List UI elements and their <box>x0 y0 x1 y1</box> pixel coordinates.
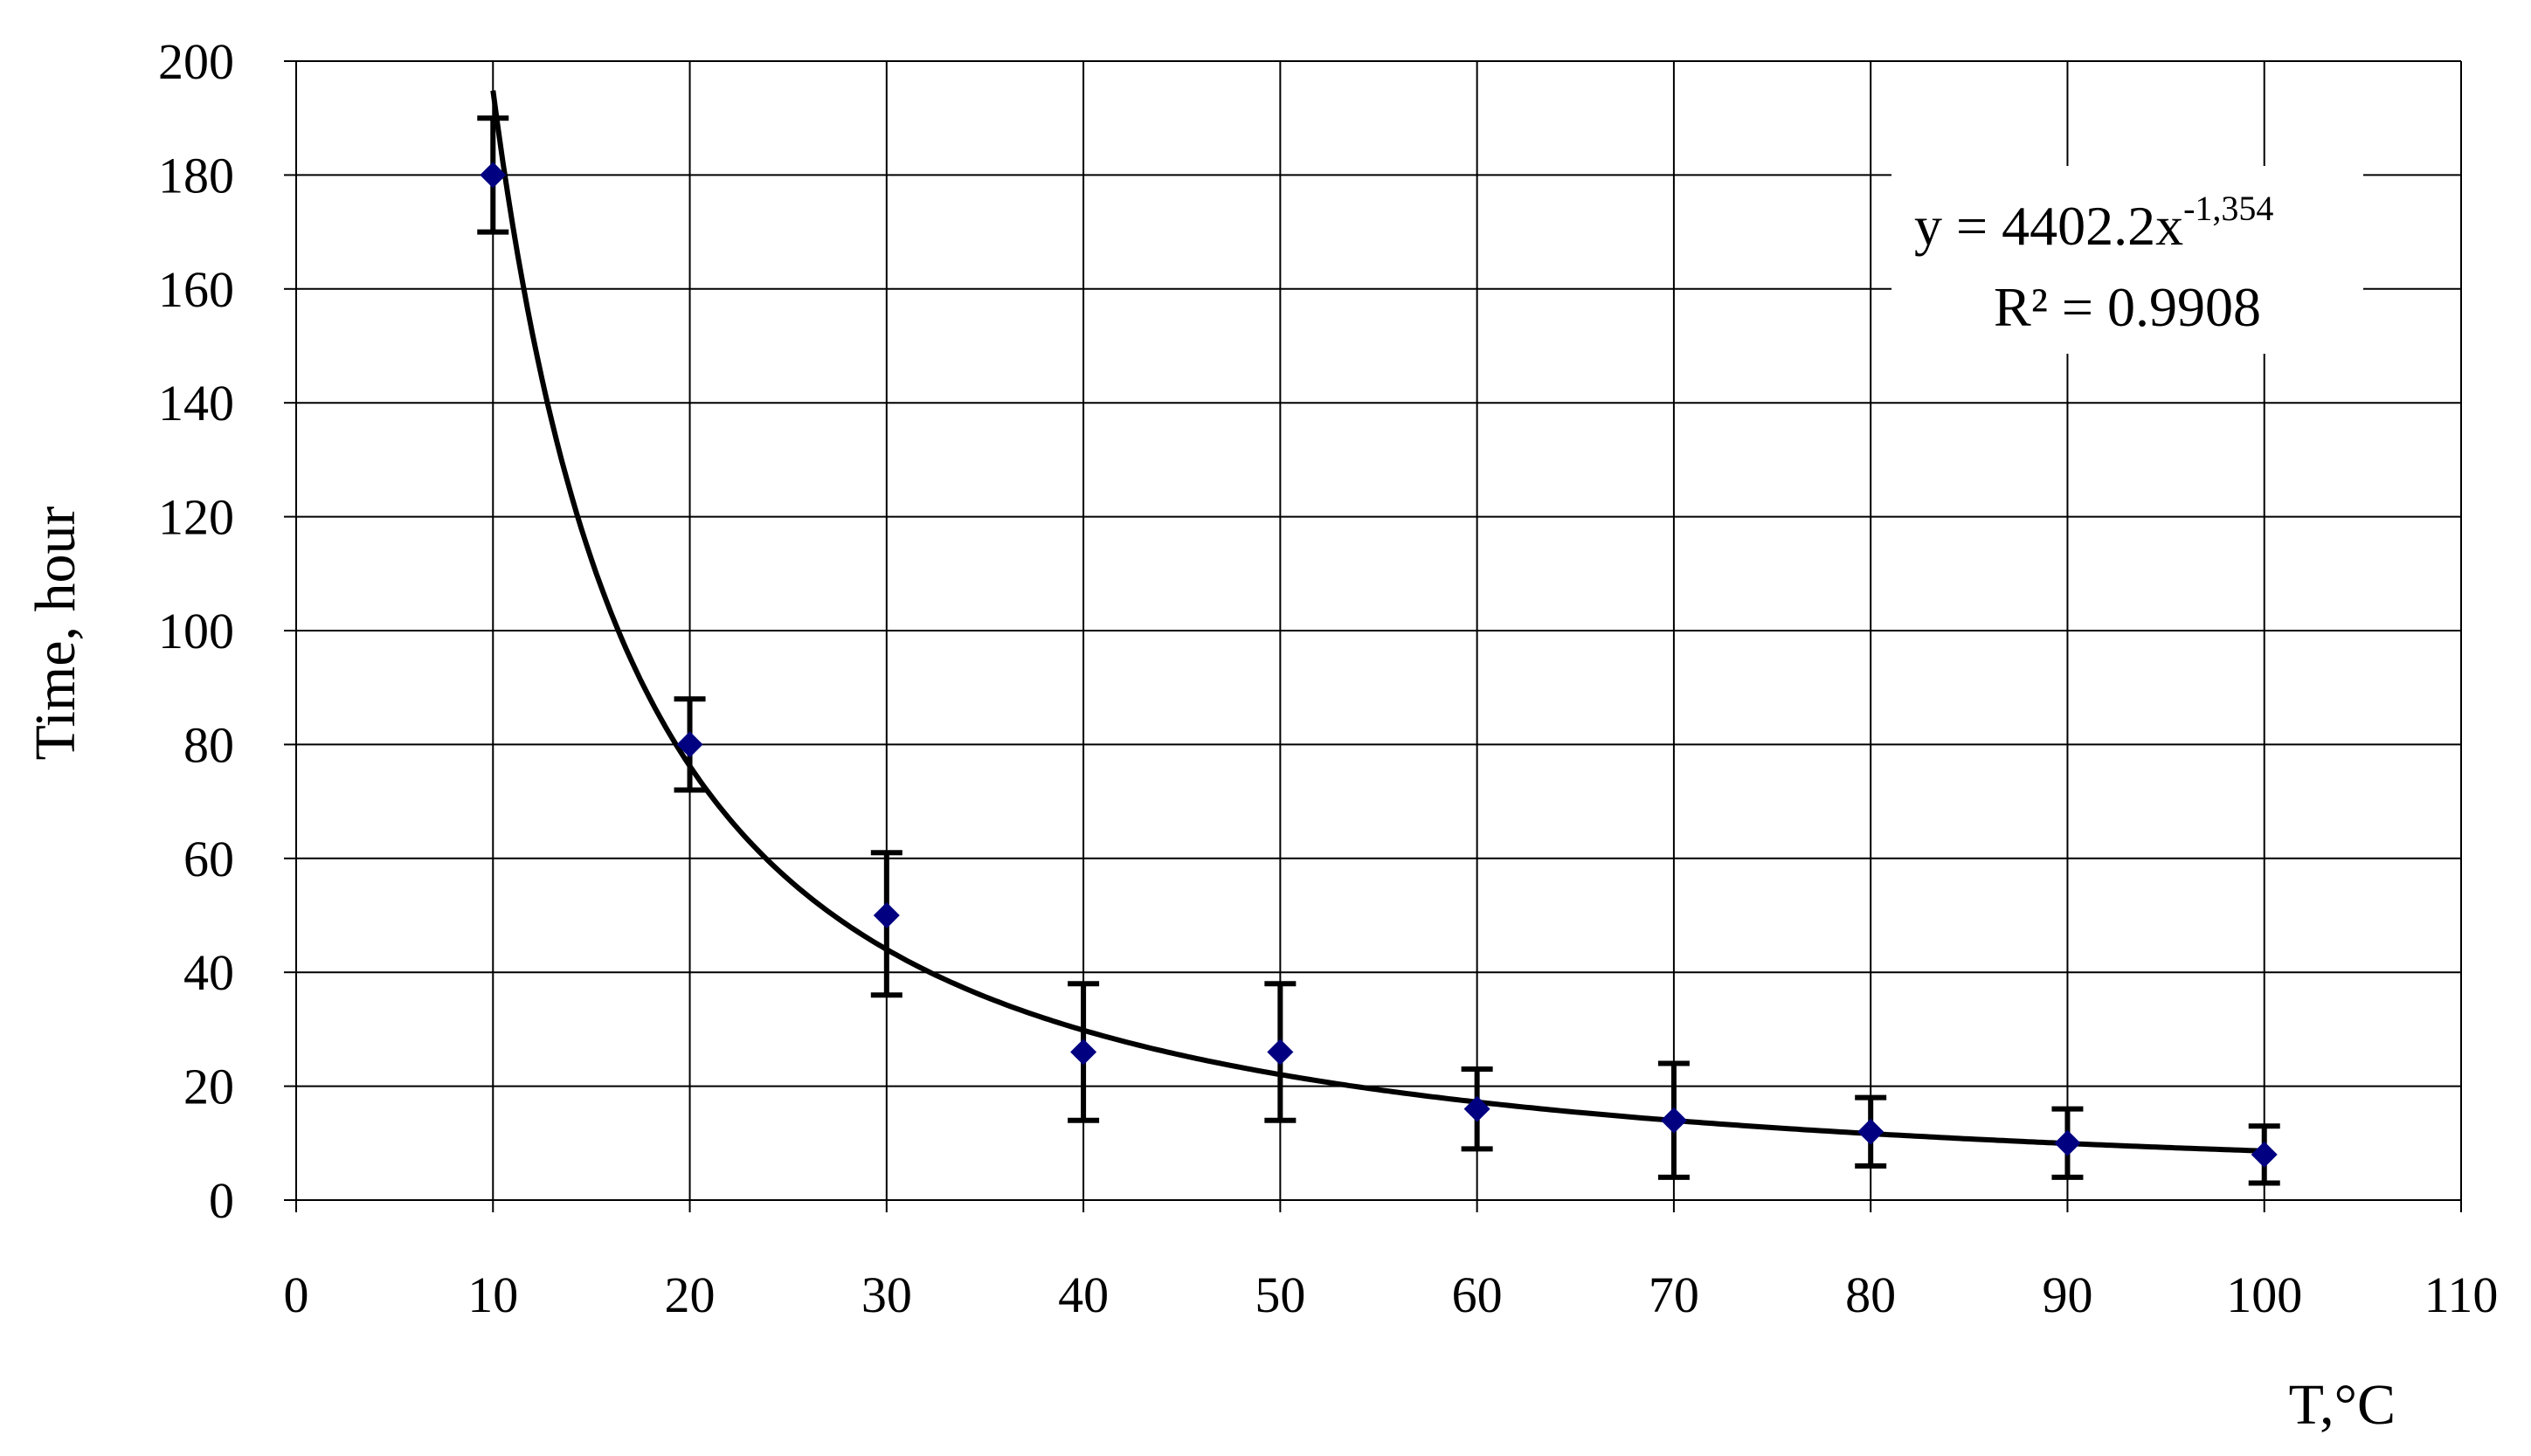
data-point <box>873 902 900 928</box>
y-tick-label: 40 <box>183 944 234 1001</box>
y-tick-label: 20 <box>183 1059 234 1115</box>
data-point <box>1267 1039 1294 1066</box>
y-tick-label: 0 <box>209 1172 234 1229</box>
x-tick-label: 80 <box>1845 1266 1896 1323</box>
y-tick-label: 80 <box>183 716 234 773</box>
data-point <box>1070 1039 1097 1066</box>
axes <box>284 60 2462 1212</box>
y-tick-label: 200 <box>158 33 234 90</box>
data-point <box>1463 1095 1490 1122</box>
x-tick-label: 20 <box>665 1266 716 1323</box>
x-tick-label: 100 <box>2226 1266 2302 1323</box>
x-tick-label: 90 <box>2042 1266 2092 1323</box>
x-tick-label: 70 <box>1649 1266 1699 1323</box>
equation-exponent: -1,354 <box>2183 189 2273 228</box>
y-tick-label: 180 <box>158 147 234 204</box>
data-point <box>480 162 507 189</box>
r-squared-label: R² = 0.9908 <box>1994 276 2261 338</box>
y-tick-label: 100 <box>158 603 234 659</box>
x-tick-label: 60 <box>1452 1266 1503 1323</box>
grid <box>296 60 2462 1200</box>
trendline-curve <box>490 90 2265 1154</box>
y-tick-label: 140 <box>158 375 234 431</box>
x-tick-label: 0 <box>284 1266 309 1323</box>
y-tick-label: 120 <box>158 489 234 546</box>
data-point <box>1857 1118 1884 1145</box>
x-tick-label: 110 <box>2424 1266 2499 1323</box>
x-tick-label: 40 <box>1058 1266 1109 1323</box>
equation-base: y = 4402.2x <box>1914 195 2183 257</box>
data-points <box>480 162 2278 1168</box>
data-point <box>2054 1129 2081 1156</box>
x-tick-label: 50 <box>1255 1266 1305 1323</box>
y-tick-label: 60 <box>183 831 234 887</box>
y-tick-label: 160 <box>158 261 234 318</box>
x-axis-title: T,°C <box>2289 1373 2396 1437</box>
y-tick-labels: 0 20 40 60 80 100 120 140 160 180 200 <box>158 33 234 1229</box>
x-tick-label: 10 <box>467 1266 518 1323</box>
data-point <box>1660 1107 1687 1134</box>
equation-box-background <box>1891 166 2363 354</box>
x-tick-label: 30 <box>861 1266 912 1323</box>
data-point <box>2251 1141 2278 1168</box>
equation-box: y = 4402.2x-1,354 R² = 0.9908 <box>1891 166 2363 354</box>
equation-label: y = 4402.2x-1,354 <box>1914 189 2273 257</box>
y-axis-title: Time, hour <box>24 507 87 761</box>
x-tick-labels: 0 10 20 30 40 50 60 70 80 90 100 110 <box>284 1266 2499 1323</box>
data-point <box>676 731 703 758</box>
